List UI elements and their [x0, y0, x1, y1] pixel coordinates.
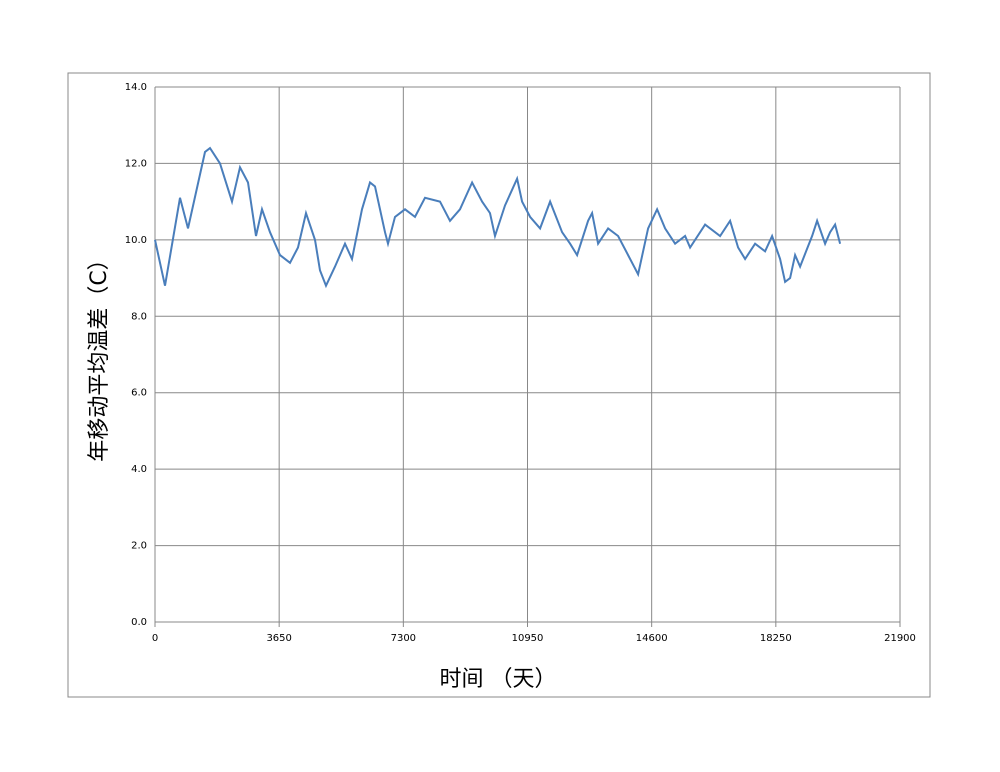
chart-border — [67, 72, 931, 698]
y-tick-label: 4.0 — [131, 464, 147, 475]
x-tick-label: 7300 — [391, 633, 416, 644]
y-tick-label: 6.0 — [131, 388, 147, 399]
y-axis-title: 年移动平均温差（C） — [87, 248, 112, 461]
data-line — [154, 146, 842, 289]
y-tick-label: 0.0 — [131, 617, 147, 628]
x-tick-label: 14600 — [636, 633, 668, 644]
x-tick-label: 21900 — [884, 633, 916, 644]
x-tick-label: 10950 — [512, 633, 544, 644]
x-tick-label: 3650 — [266, 633, 291, 644]
y-tick-label: 2.0 — [131, 541, 147, 552]
y-tick-label: 12.0 — [125, 158, 147, 169]
x-tick-label: 0 — [152, 633, 158, 644]
x-axis-title: 时间 （天） — [440, 667, 557, 692]
y-tick-label: 14.0 — [125, 82, 147, 93]
y-tick-label: 10.0 — [125, 235, 147, 246]
x-tick-label: 18250 — [760, 633, 792, 644]
y-tick-label: 8.0 — [131, 311, 147, 322]
